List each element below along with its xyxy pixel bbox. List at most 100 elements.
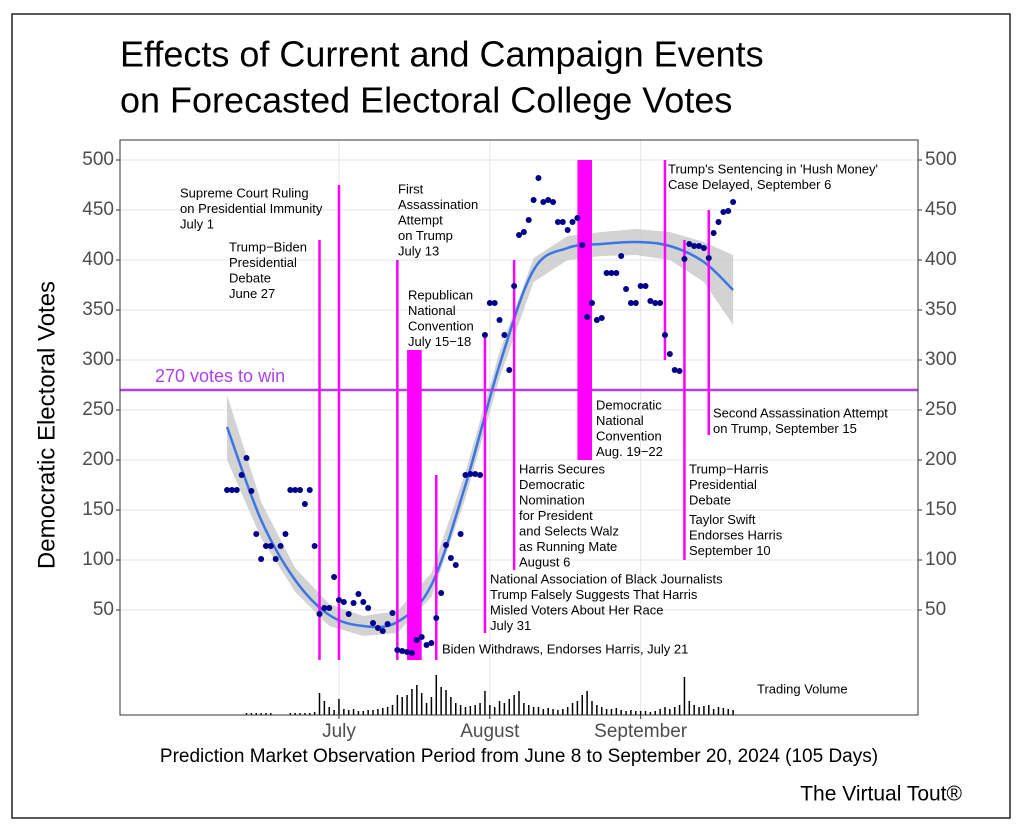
y-tick-label: 450 xyxy=(925,199,957,220)
data-point xyxy=(311,543,318,549)
event-label: Assassination xyxy=(398,197,478,212)
data-point xyxy=(452,562,459,568)
data-point xyxy=(691,243,698,249)
data-point xyxy=(331,574,338,580)
data-point xyxy=(496,317,503,323)
data-point xyxy=(613,270,620,276)
event-label: on Trump xyxy=(398,228,453,243)
event-label: on Presidential Immunity xyxy=(180,201,323,216)
event-label: Harris Secures xyxy=(519,461,605,476)
data-point xyxy=(696,243,703,249)
event-label: June 27 xyxy=(229,286,275,301)
event-label: Convention xyxy=(408,318,474,333)
data-point xyxy=(355,591,362,597)
event-label: Endorses Harris xyxy=(689,527,783,542)
data-point xyxy=(370,620,377,626)
y-tick-label: 300 xyxy=(82,349,114,370)
event-label: Second Assassination Attempt xyxy=(713,405,888,420)
data-point xyxy=(258,556,265,562)
data-point xyxy=(282,531,289,537)
data-point xyxy=(603,270,610,276)
event-label: Taylor Swift xyxy=(689,512,756,527)
data-point xyxy=(564,227,571,233)
data-point xyxy=(316,611,323,617)
data-point xyxy=(248,488,255,494)
data-point xyxy=(632,300,639,306)
event-label: National Association of Black Journalist… xyxy=(490,571,723,586)
y-tick-label: 200 xyxy=(925,449,957,470)
data-point xyxy=(700,245,707,251)
data-point xyxy=(467,471,474,477)
event-label: Democratic xyxy=(596,397,662,412)
event-label: July 15−18 xyxy=(408,334,471,349)
y-tick-label: 400 xyxy=(82,249,114,270)
data-point xyxy=(705,255,712,261)
data-point xyxy=(262,543,269,549)
y-tick-label: 250 xyxy=(82,399,114,420)
data-point xyxy=(438,590,445,596)
y-tick-label: 100 xyxy=(925,549,957,570)
data-point xyxy=(413,637,420,643)
data-point xyxy=(559,219,566,225)
data-point xyxy=(428,640,435,646)
data-point xyxy=(360,599,367,605)
event-label: Trump's Sentencing in 'Hush Money' xyxy=(668,161,878,176)
y-tick-label: 50 xyxy=(925,599,946,620)
event-range xyxy=(407,350,422,660)
data-point xyxy=(725,208,732,214)
y-tick-label: 300 xyxy=(925,349,957,370)
event-label: National xyxy=(408,303,456,318)
data-point xyxy=(326,605,333,611)
data-point xyxy=(720,209,727,215)
data-point xyxy=(394,647,401,653)
data-point xyxy=(681,256,688,262)
event-label: Biden Withdraws, Endorses Harris, July 2… xyxy=(442,641,688,656)
data-point xyxy=(374,625,381,631)
data-point xyxy=(642,283,649,289)
data-point xyxy=(618,253,625,259)
data-point xyxy=(730,199,737,205)
data-point xyxy=(554,219,561,225)
data-point xyxy=(297,487,304,493)
event-label: July 13 xyxy=(398,243,439,258)
data-point xyxy=(384,621,391,627)
trend-line xyxy=(225,240,734,629)
data-point xyxy=(671,367,678,373)
y-tick-label: 150 xyxy=(925,499,957,520)
data-point xyxy=(579,242,586,248)
data-point xyxy=(657,300,664,306)
event-label: Convention xyxy=(596,428,662,443)
data-point xyxy=(569,219,576,225)
data-point xyxy=(462,472,469,478)
event-label: Nomination xyxy=(519,492,585,507)
event-range xyxy=(577,160,592,460)
data-point xyxy=(335,597,342,603)
data-point xyxy=(525,217,532,223)
y-tick-label: 250 xyxy=(925,399,957,420)
event-label: and Selects Walz xyxy=(519,523,619,538)
y-tick-label: 350 xyxy=(925,299,957,320)
event-label: Attempt xyxy=(398,212,443,227)
data-point xyxy=(301,501,308,507)
data-point xyxy=(545,197,552,203)
data-point xyxy=(511,283,518,289)
y-tick-label: 500 xyxy=(925,149,957,170)
event-label: July 31 xyxy=(490,618,531,633)
data-point xyxy=(588,300,595,306)
y-tick-label: 350 xyxy=(82,299,114,320)
data-point xyxy=(457,531,464,537)
event-label: August 6 xyxy=(519,554,570,569)
event-label: Supreme Court Ruling xyxy=(180,185,309,200)
y-tick-label: 50 xyxy=(93,599,114,620)
data-point xyxy=(238,472,245,478)
data-point xyxy=(608,270,615,276)
data-point xyxy=(253,531,260,537)
event-label: First xyxy=(398,181,424,196)
y-tick-label: 150 xyxy=(82,499,114,520)
data-point xyxy=(477,472,484,478)
data-point xyxy=(550,199,557,205)
threshold-label: 270 votes to win xyxy=(155,366,285,386)
y-tick-label: 500 xyxy=(82,149,114,170)
data-point xyxy=(389,610,396,616)
